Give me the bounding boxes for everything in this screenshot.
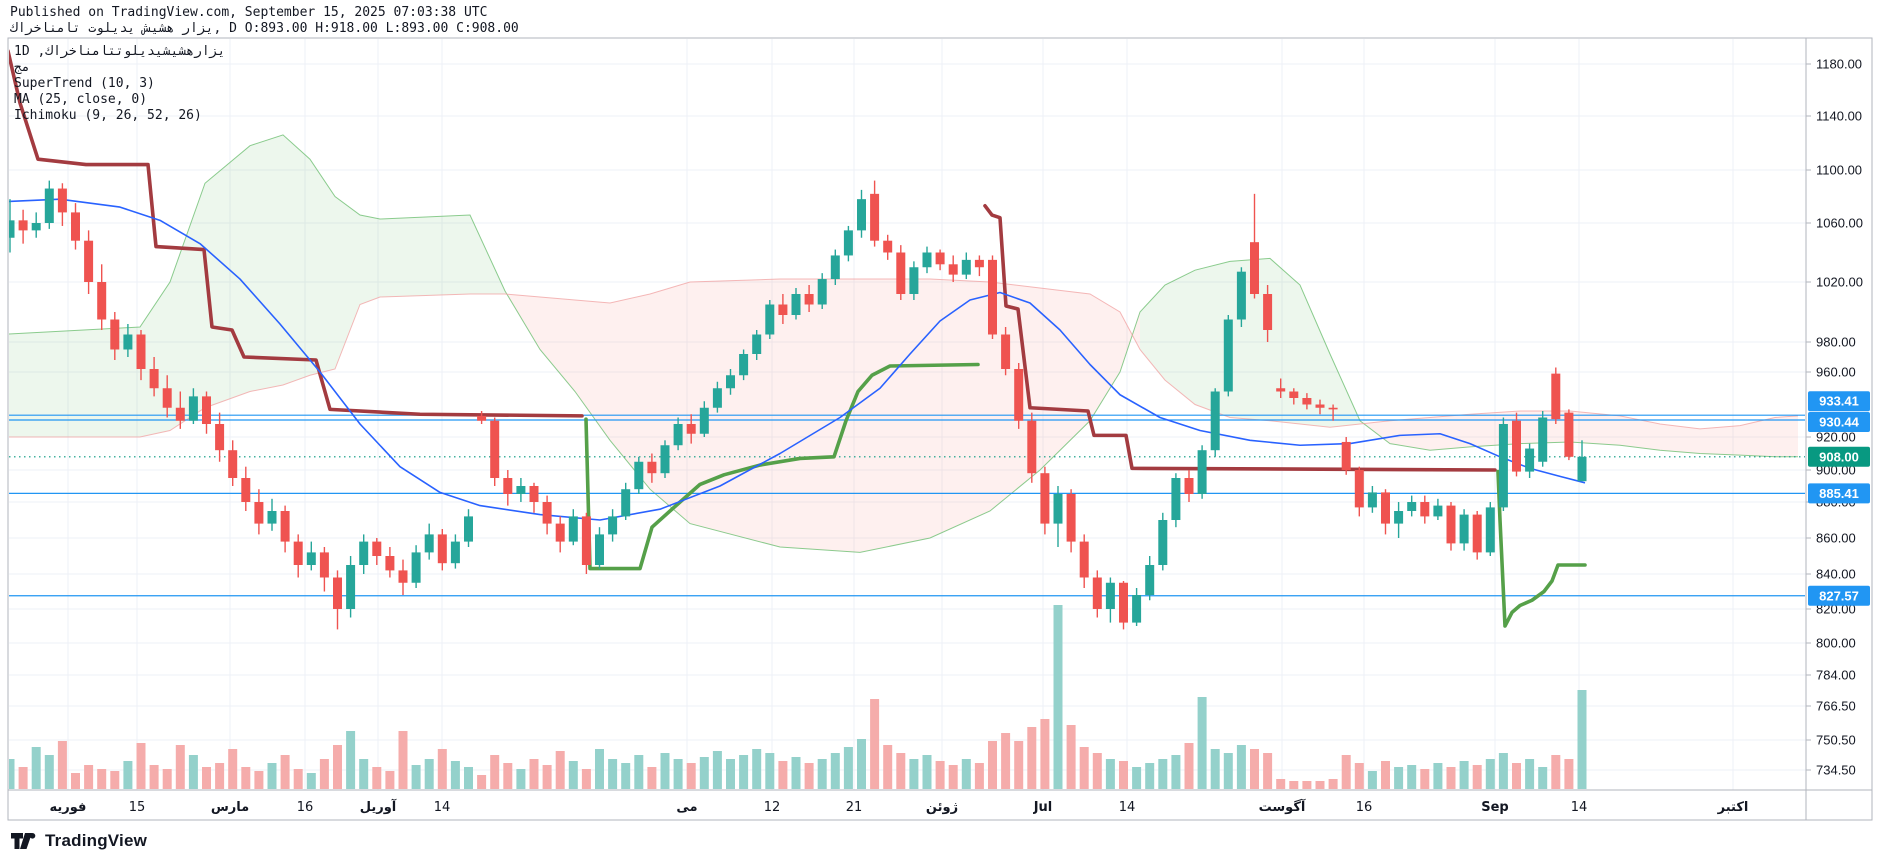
plot-area [9,49,1805,789]
time-tick: مارس [211,800,249,815]
volume-bars [9,605,1587,789]
time-tick: می [676,800,697,815]
price-tick: 1020.00 [1816,275,1863,290]
price-tick: 920.00 [1816,430,1856,445]
ichimoku-cloud [9,134,1799,553]
publish-info: Published on TradingView.com, September … [10,5,488,20]
price-tick: 1060.00 [1816,216,1863,231]
chart-frame [7,37,1873,821]
time-axis[interactable] [8,790,1872,820]
senkou-span-b [9,278,1799,438]
price-tick: 960.00 [1816,365,1856,380]
symbol-ohlc-header: يزار هشيش يديلوت تامناخراك, D O:893.00 H… [10,21,519,36]
time-tick: 14 [1119,800,1136,815]
price-flags: 933.41 930.44 908.00 885.41 827.57 [1808,391,1870,606]
time-tick: 14 [434,800,451,815]
price-flag-label: 827.57 [1819,588,1859,603]
time-tick: 12 [764,800,781,815]
price-flag-827.57 [1808,585,1870,606]
price-tick: 980.00 [1816,335,1856,350]
time-tick: Jul [1033,800,1053,815]
price-tick: 784.00 [1816,668,1856,683]
time-tick: 16 [1356,800,1373,815]
time-tick: اكتبر [1717,800,1749,815]
tradingview-logo-text: TradingView [45,831,148,850]
grid [9,39,1806,790]
time-tick: 16 [297,800,314,815]
candles [9,180,1587,630]
time-tick: ژوئن [926,800,958,815]
price-flag-label: 885.41 [1819,486,1859,501]
time-tick: فوريه [50,800,87,815]
price-flag-885.41 [1808,483,1870,504]
price-tick: 1140.00 [1816,109,1862,124]
price-tick: 750.50 [1816,733,1856,748]
time-tick: آگوست [1259,798,1306,815]
price-tick: 1100.00 [1816,163,1862,178]
tradingview-logo-icon [11,833,36,849]
price-tick: 840.00 [1816,567,1856,582]
price-flag-933.41 [1808,391,1870,412]
price-flag-label: 930.44 [1819,415,1860,430]
time-tick: Sep [1481,800,1509,815]
time-axis-labels: فوريه 15 مارس 16 آوریل 14 می 12 21 ژوئن Jul 14 آگوست… [50,798,1749,815]
price-tick: 800.00 [1816,636,1856,651]
tradingview-logo[interactable]: TradingView [10,831,147,851]
price-tick: 734.50 [1816,763,1856,778]
price-flag-label: 908.00 [1819,449,1859,464]
price-tick: 1180.00 [1816,57,1862,72]
time-tick: 21 [846,800,863,815]
ma25-line [9,198,1586,521]
price-tick: 860.00 [1816,531,1856,546]
time-tick: آوریل [360,798,397,815]
time-tick: 14 [1571,800,1588,815]
price-tick: 766.50 [1816,699,1856,714]
price-flag-908.00 [1808,446,1870,467]
price-axis-labels: 1180.00 1140.00 1100.00 1060.00 1020.00 980.0… [1806,57,1863,778]
time-tick: 15 [129,800,146,815]
price-flag-930.44 [1808,412,1870,433]
price-flag-label: 933.41 [1819,394,1859,409]
